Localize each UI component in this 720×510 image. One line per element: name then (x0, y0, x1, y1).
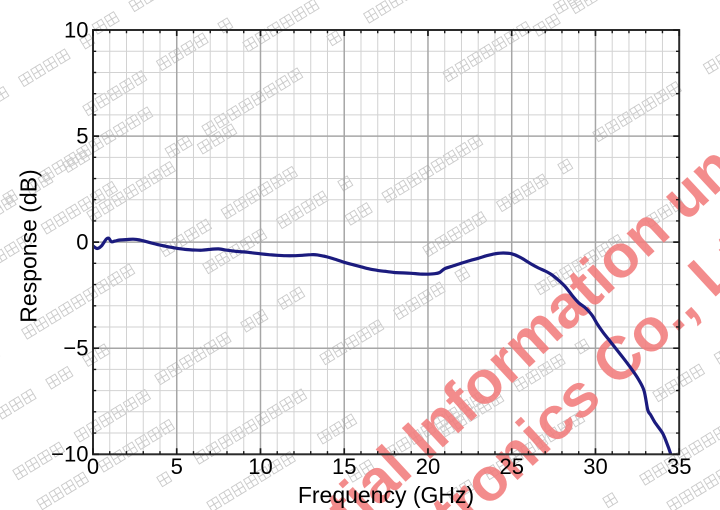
svg-text:5: 5 (171, 454, 183, 479)
svg-text:20: 20 (416, 454, 440, 479)
svg-text:0: 0 (87, 454, 99, 479)
svg-text:30: 30 (583, 454, 607, 479)
svg-text:0: 0 (76, 230, 88, 255)
svg-text:10: 10 (248, 454, 272, 479)
svg-text:−10: −10 (51, 442, 88, 467)
svg-text:10: 10 (64, 18, 88, 43)
svg-text:Response (dB): Response (dB) (16, 169, 42, 322)
svg-text:5: 5 (76, 124, 88, 149)
svg-text:35: 35 (667, 454, 691, 479)
svg-text:−5: −5 (63, 336, 88, 361)
svg-text:25: 25 (499, 454, 523, 479)
svg-text:15: 15 (332, 454, 356, 479)
svg-text:Frequency (GHz): Frequency (GHz) (298, 482, 474, 508)
